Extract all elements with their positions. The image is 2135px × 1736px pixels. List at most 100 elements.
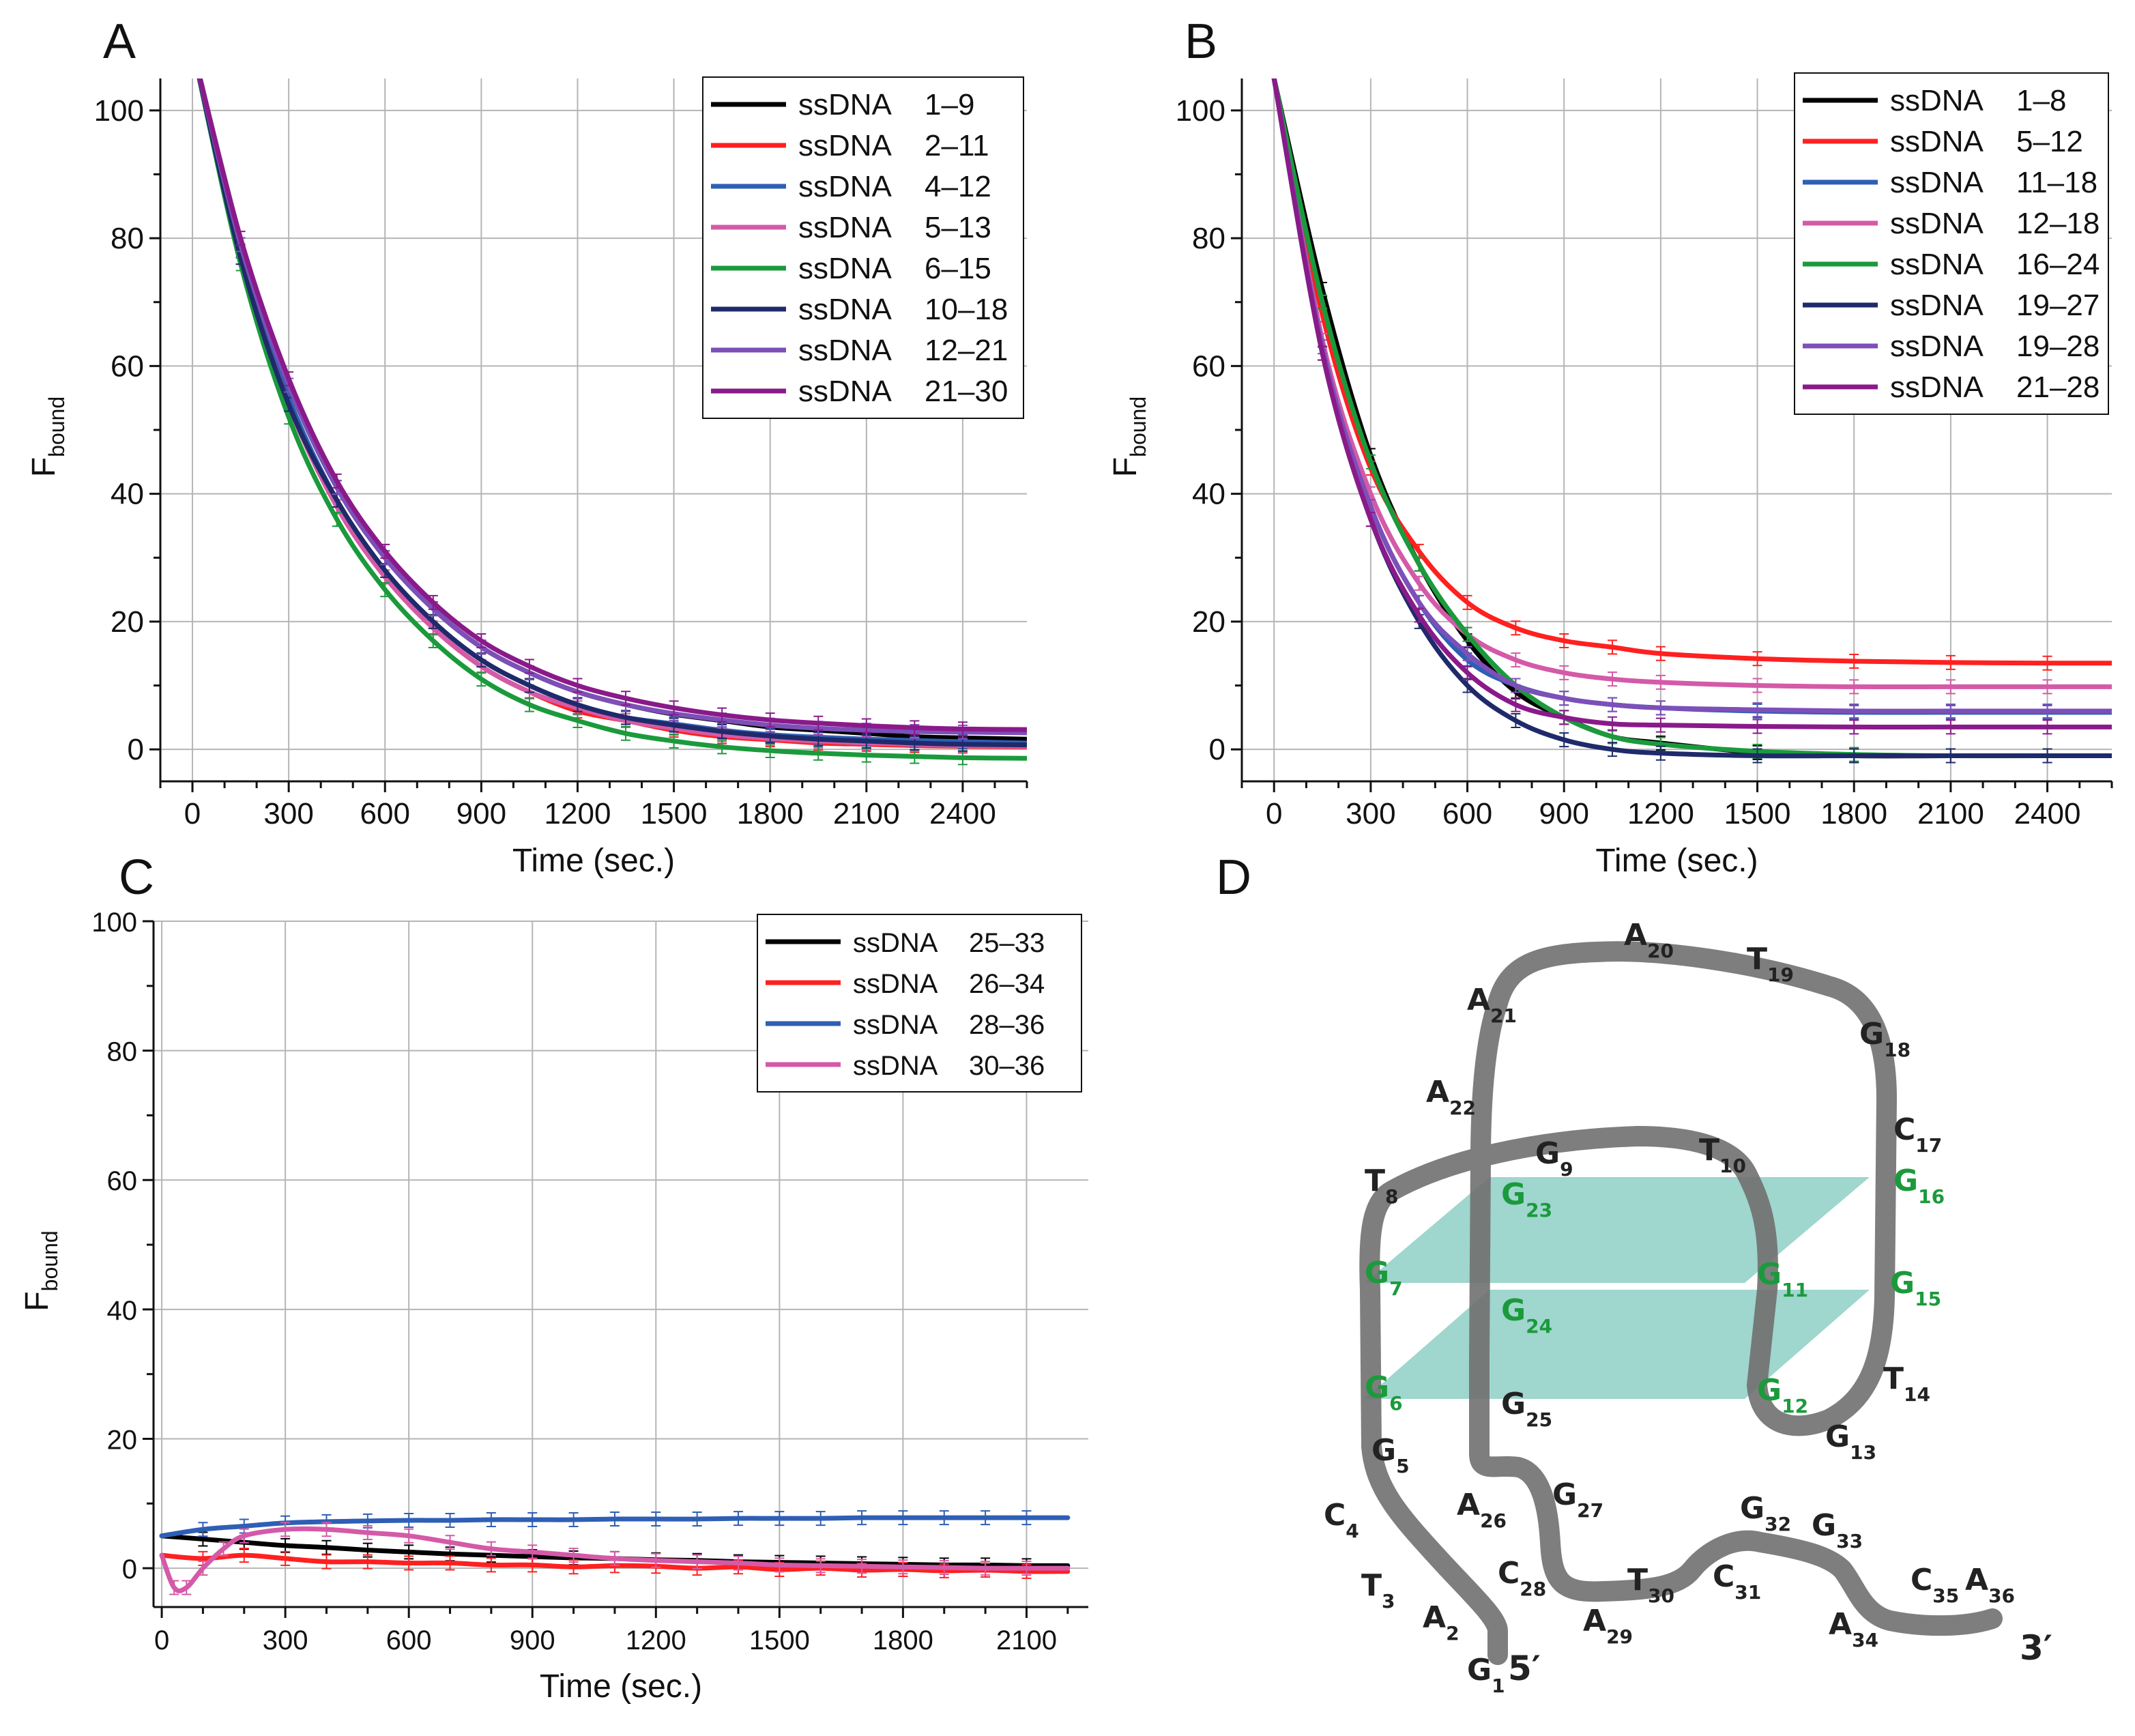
- error-bar: [380, 582, 390, 598]
- error-bar: [572, 713, 583, 729]
- legend-entry-range: 28–36: [969, 1010, 1045, 1040]
- error-bar: [1559, 710, 1569, 725]
- nucleotide-label: C31: [1713, 1559, 1761, 1604]
- series-line-8: [197, 78, 1027, 732]
- error-bar: [1559, 691, 1569, 706]
- legend-entry-range: 30–36: [969, 1051, 1045, 1081]
- nucleotide-base: G: [1371, 1433, 1396, 1468]
- x-tick-label: 0: [1266, 797, 1282, 830]
- error-bar: [1365, 454, 1376, 469]
- x-tick-label: 2100: [833, 797, 900, 830]
- panel-c: C 0 300 600 900 1200 1500 1800 2100 0 20 40 60 80 100 T…: [19, 850, 1088, 1705]
- error-bar: [1608, 671, 1618, 687]
- error-bar: [445, 1512, 455, 1528]
- legend-entry-name: ssDNA: [798, 88, 892, 121]
- nucleotide-number: 24: [1526, 1315, 1552, 1337]
- nucleotide-number: 6: [1389, 1392, 1402, 1415]
- nucleotide-base: T: [1747, 942, 1767, 976]
- error-bar: [1945, 719, 1956, 735]
- nucleotide-label: A36: [1965, 1563, 2015, 1607]
- x-tick-label: 0: [154, 1625, 169, 1655]
- nucleotide-base: T: [1627, 1563, 1648, 1597]
- nucleotide-labels: G1A2T3C4G5G6G7T8G9T10G11G12G13T14G15G16C…: [1324, 918, 2015, 1697]
- error-bar: [486, 1541, 496, 1557]
- error-bar: [765, 743, 775, 759]
- nucleotide-base: G: [1812, 1508, 1836, 1543]
- error-bar: [717, 739, 727, 755]
- error-bar: [524, 697, 534, 712]
- error-bar: [572, 678, 583, 693]
- error-bar: [380, 543, 390, 559]
- nucleotide-label: G6: [1365, 1370, 1403, 1415]
- nucleotide-base: C: [1498, 1556, 1520, 1591]
- error-bar: [198, 1522, 208, 1537]
- nucleotide-base: G: [1859, 1017, 1884, 1052]
- y-axis-label-main: F: [1107, 457, 1144, 477]
- nucleotide-label: G23: [1501, 1177, 1552, 1221]
- nucleotide-base: A: [1423, 1600, 1446, 1635]
- error-bar: [1945, 704, 1956, 719]
- error-bar: [1849, 704, 1859, 719]
- error-bar: [1752, 702, 1762, 718]
- gridlines: [160, 78, 1027, 781]
- y-tick-label: 20: [111, 605, 144, 639]
- nucleotide-number: 30: [1648, 1585, 1674, 1607]
- error-bar: [568, 1548, 579, 1563]
- error-bar: [527, 1512, 538, 1527]
- x-axis-label: Time (sec.): [540, 1668, 702, 1705]
- error-bar: [621, 691, 631, 706]
- error-bar: [1945, 654, 1956, 670]
- error-bar: [1021, 1510, 1032, 1526]
- quartet-plane-bottom: [1365, 1290, 1870, 1399]
- nucleotide-base: T: [1699, 1133, 1719, 1168]
- nucleotide-label: G15: [1890, 1266, 1941, 1310]
- error-bar: [774, 1511, 785, 1527]
- y-tick-label: 60: [111, 349, 144, 383]
- error-bar: [1414, 556, 1424, 572]
- legend-entry-range: 6–15: [925, 252, 991, 285]
- nucleotide-base: G: [1757, 1257, 1782, 1292]
- y-tick-label: 0: [128, 733, 144, 766]
- legend-entry-range: 19–28: [2016, 330, 2100, 363]
- legend-entry-range: 5–12: [2016, 125, 2083, 158]
- error-bar: [692, 1554, 702, 1569]
- panel-label: D: [1216, 850, 1251, 905]
- error-bar: [609, 1550, 620, 1566]
- y-axis-label-main: F: [19, 1291, 55, 1311]
- error-bar: [815, 1558, 826, 1574]
- error-bar: [1608, 742, 1618, 757]
- nucleotide-number: 17: [1915, 1134, 1942, 1157]
- y-tick-label: 0: [122, 1554, 137, 1585]
- g-quartet-planes: [1365, 1177, 1870, 1399]
- error-bar: [1655, 646, 1666, 661]
- nucleotide-number: 2: [1446, 1622, 1459, 1645]
- y-tick-label: 60: [1192, 349, 1225, 383]
- nucleotide-label: A21: [1467, 983, 1517, 1027]
- legend-entry-name: ssDNA: [1890, 84, 1984, 117]
- panel-label: C: [119, 850, 154, 905]
- error-bar: [1752, 719, 1762, 734]
- x-tick-label: 2100: [996, 1625, 1057, 1655]
- nucleotide-number: 5: [1396, 1455, 1409, 1477]
- nucleotide-base: T: [1883, 1361, 1904, 1396]
- error-bar: [198, 1561, 208, 1576]
- legend-entry-name: ssDNA: [1890, 248, 1984, 281]
- nucleotide-number: 36: [1988, 1585, 2015, 1607]
- series-line-4: [159, 1526, 1071, 1593]
- nucleotide-number: 11: [1782, 1279, 1808, 1301]
- error-bar: [1559, 633, 1569, 648]
- nucleotide-label: G25: [1501, 1387, 1552, 1431]
- three-prime-end-label: 3′: [2020, 1628, 2052, 1668]
- nucleotide-base: G: [1890, 1266, 1915, 1301]
- error-bar: [1945, 748, 1956, 764]
- nucleotide-number: 10: [1719, 1155, 1746, 1177]
- error-bar: [1511, 620, 1521, 636]
- x-tick-label: 1800: [737, 797, 804, 830]
- y-tick-label: 80: [1192, 222, 1225, 255]
- panel-label: B: [1185, 14, 1217, 69]
- y-tick-label: 40: [111, 478, 144, 511]
- error-bar: [651, 1552, 661, 1568]
- legend-entry-range: 11–18: [2016, 166, 2097, 199]
- nucleotide-number: 4: [1346, 1520, 1359, 1542]
- nucleotide-label: G11: [1757, 1257, 1808, 1301]
